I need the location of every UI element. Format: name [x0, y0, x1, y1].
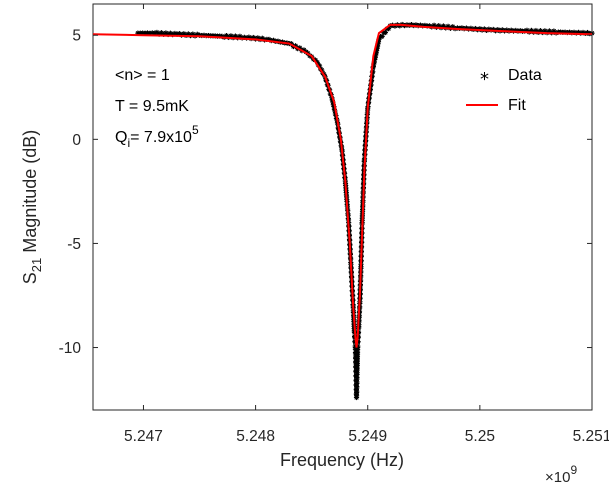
fit-series: [92, 23, 593, 348]
legend: * Data Fit: [466, 67, 542, 114]
q-sub: i: [127, 136, 130, 150]
y-tick-label: 5: [72, 28, 81, 45]
q-power: 5: [192, 123, 199, 137]
plot-area: [93, 4, 592, 410]
q-value: = 7.9x10: [130, 129, 192, 146]
y-label-rest: Magnitude (dB): [20, 130, 40, 258]
x-exponent-power: 9: [570, 463, 577, 477]
legend-data-marker: *: [480, 69, 489, 90]
annotation-temperature: T = 9.5mK: [115, 98, 189, 115]
x-tick-label: 5.249: [348, 428, 387, 445]
x-tick-label: 5.25: [465, 428, 495, 445]
x-exponent-label: ×109: [545, 463, 577, 486]
x-axis-label: Frequency (Hz): [280, 450, 404, 470]
fit-line: [92, 23, 593, 348]
q-main: Q: [115, 129, 127, 146]
y-axis-label: S21 Magnitude (dB): [20, 130, 44, 285]
legend-fit-label: Fit: [508, 97, 526, 114]
x-tick-label: 5.248: [236, 428, 275, 445]
x-tick-label: 5.247: [124, 428, 163, 445]
data-point: [385, 26, 392, 32]
axes-box: [92, 3, 593, 411]
x-exponent-base: ×10: [545, 469, 570, 486]
tick-layer: 5.247 5.248 5.249 5.25 5.251 5 0 -5 -10: [59, 4, 609, 445]
y-tick-label: 0: [72, 132, 81, 149]
x-tick-label: 5.251: [573, 428, 609, 445]
y-tick-label: -10: [59, 340, 82, 357]
y-label-sub: 21: [29, 258, 44, 272]
annotation-quality-factor: Qi= 7.9x105: [115, 123, 199, 150]
y-label-main: S: [20, 272, 40, 284]
y-tick-label: -5: [67, 236, 81, 253]
annotation-photon-number: <n> = 1: [115, 67, 170, 84]
legend-data-label: Data: [508, 67, 542, 84]
